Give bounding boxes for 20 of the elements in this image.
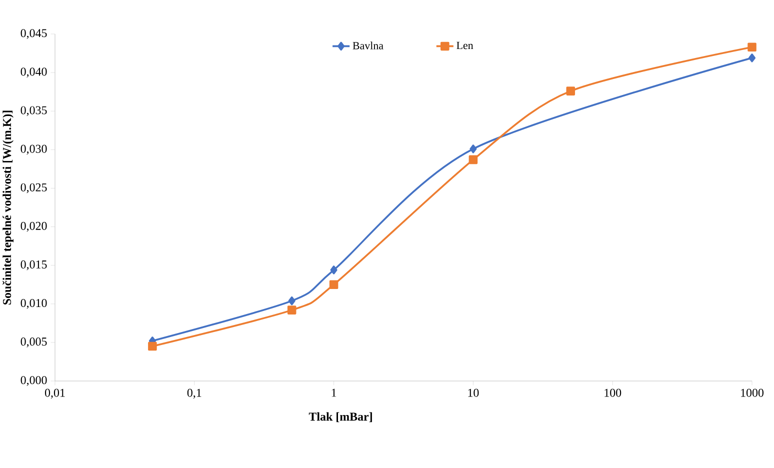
y-tick-label: 0,005 xyxy=(20,338,47,348)
x-tick-label: 0,1 xyxy=(187,388,202,399)
x-tick-label: 1 xyxy=(332,388,336,397)
y-tick-label: 0,015 xyxy=(20,260,47,270)
y-tick-label: 0,035 xyxy=(20,106,47,116)
y-tick-label: 0,030 xyxy=(20,144,47,155)
y-tick-label: 0,040 xyxy=(20,68,47,78)
x-tick-label: 0,01 xyxy=(44,388,65,399)
legend-label: Bavlna xyxy=(352,42,384,50)
legend-label: Len xyxy=(456,42,474,50)
y-tick-label: 0,045 xyxy=(20,29,47,39)
x-tick-label: 100 xyxy=(604,388,622,397)
y-axis-title: Součinitel tepelné vodivosti [W/(m.K)] xyxy=(2,110,14,304)
y-tick-label: 0,020 xyxy=(20,222,47,232)
x-tick-label: 1000 xyxy=(741,388,764,397)
y-tick-label: 0,010 xyxy=(20,298,47,309)
y-tick-label: 0,025 xyxy=(20,183,47,194)
x-axis-title: Tlak [mBar] xyxy=(308,412,372,422)
y-tick-label: 0,000 xyxy=(20,376,47,386)
x-tick-label: 10 xyxy=(468,388,479,397)
